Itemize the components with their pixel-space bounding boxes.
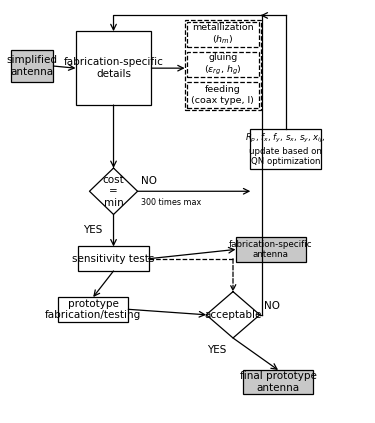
Text: $R_p$, $f_x$, $f_y$, $s_x$, $s_y$, $x_{ij}$,
update based on
QN optimization: $R_p$, $f_x$, $f_y$, $s_x$, $s_y$, $x_{i… — [245, 132, 326, 166]
FancyBboxPatch shape — [187, 22, 259, 47]
Text: sensitivity tests: sensitivity tests — [72, 254, 155, 264]
FancyBboxPatch shape — [58, 297, 128, 321]
Text: feeding
(coax type, l): feeding (coax type, l) — [191, 85, 254, 105]
Text: metallization
($h_m$): metallization ($h_m$) — [192, 23, 254, 46]
Text: NO: NO — [264, 301, 279, 310]
Text: simplified
antenna: simplified antenna — [7, 55, 58, 77]
Text: YES: YES — [207, 345, 226, 355]
FancyBboxPatch shape — [11, 50, 53, 82]
Text: acceptable: acceptable — [204, 310, 262, 320]
Text: 300 times max: 300 times max — [141, 198, 201, 206]
Text: gluing
($\varepsilon_{rg}$, $h_g$): gluing ($\varepsilon_{rg}$, $h_g$) — [204, 53, 242, 77]
FancyBboxPatch shape — [187, 52, 259, 77]
Text: cost
=
min: cost = min — [103, 175, 125, 208]
FancyBboxPatch shape — [236, 237, 306, 262]
FancyBboxPatch shape — [187, 82, 259, 108]
Text: NO: NO — [141, 176, 157, 186]
Text: fabrication-specific
details: fabrication-specific details — [64, 58, 164, 79]
FancyBboxPatch shape — [78, 247, 148, 271]
Text: final prototype
antenna: final prototype antenna — [240, 371, 316, 393]
FancyBboxPatch shape — [251, 129, 321, 169]
FancyBboxPatch shape — [76, 31, 152, 105]
FancyBboxPatch shape — [243, 370, 313, 395]
Text: YES: YES — [84, 225, 103, 236]
Text: fabrication-specific
antenna: fabrication-specific antenna — [229, 240, 312, 259]
Text: prototype
fabrication/testing: prototype fabrication/testing — [45, 299, 141, 320]
